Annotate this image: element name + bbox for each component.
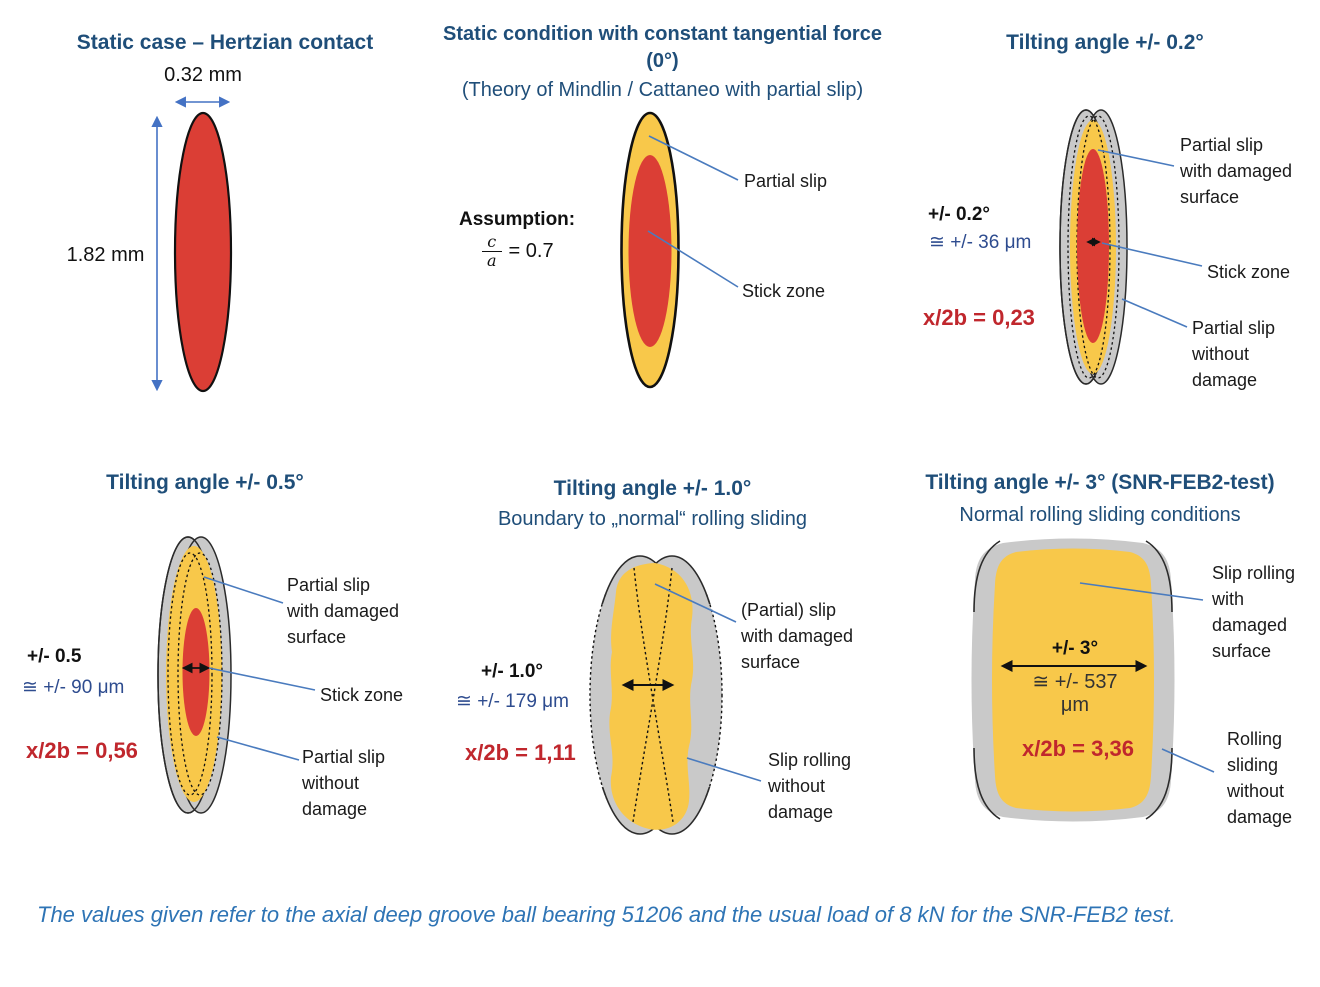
panel3-title: Tilting angle +/- 0.2° [1006,31,1204,54]
width-dimension-label: 0.32 mm [164,64,242,86]
hertzian-contact-graphic [151,96,233,393]
panel4-angle-label: +/- 0.5 [27,646,82,667]
panel1-title: Static case – Hertzian contact [76,31,374,54]
panel3-ratio-label: x/2b = 0,23 [923,305,1035,330]
fraction-denominator: a [482,250,502,270]
label-partial-slip-no-damage: Partial slip without damage [302,747,386,819]
panel6-title: Tilting angle +/- 3° (SNR-FEB2-test) [925,471,1275,494]
panel4-ratio-label: x/2b = 0,56 [26,738,138,763]
panel6-micron-label: ≅ +/- 537 [1032,671,1118,693]
stick-zone-ellipse [1077,149,1109,343]
panel2-title-line2: (0°) [646,50,679,72]
label-partial-slip-no-damage: Partial slip without damage [1192,318,1276,390]
panel4-title: Tilting angle +/- 0.5° [106,471,304,494]
panel6-subtitle: Normal rolling sliding conditions [959,504,1241,526]
tilt-30-graphic [971,538,1215,822]
stick-zone-ellipse [182,608,210,736]
panel5-micron-label: ≅ +/- 179 μm [456,691,569,712]
hertzian-ellipse [173,111,233,393]
tilt-02-graphic [1059,109,1203,385]
panel6-angle-label: +/- 3° [1051,638,1099,659]
slip-rolling-zone [992,548,1154,812]
label-slip-no-damage: Slip rolling without damage [768,750,852,822]
label-partial-slip: Partial slip [744,171,828,191]
fraction-value: = 0.7 [508,240,554,263]
panel2-subtitle: (Theory of Mindlin / Cattaneo with parti… [461,79,864,101]
assumption-label: Assumption: [459,209,576,230]
fraction-numerator: c [487,232,497,251]
label-slip-damaged: (Partial) slip with damaged surface [741,600,854,672]
leader-partial-slip [648,135,739,181]
panel6-ratio-label: x/2b = 3,36 [1022,736,1134,761]
label-slip-damaged: Slip rolling with damaged surface [1212,563,1296,661]
label-partial-slip-damaged: Partial slip with damaged surface [1180,135,1293,207]
panel5-ratio-label: x/2b = 1,11 [465,740,576,765]
panel3-micron-label: ≅ +/- 36 μm [929,232,1032,253]
panel5-subtitle: Boundary to „normal“ rolling sliding [497,508,808,530]
label-stick-zone: Stick zone [1207,262,1291,282]
height-dimension-label: 1.82 mm [66,244,145,266]
fraction: c a [482,232,502,270]
assumption-formula: c a = 0.7 [482,232,554,270]
label-stick-zone: Stick zone [320,685,404,705]
panel4-micron-label: ≅ +/- 90 μm [22,677,125,698]
panel5-angle-label: +/- 1.0° [481,661,543,682]
stick-zone-ellipse [628,155,672,347]
label-stick-zone: Stick zone [742,281,826,301]
label-partial-slip-damaged: Partial slip with damaged surface [287,575,400,647]
panel5-title: Tilting angle +/- 1.0° [553,477,752,500]
panel6-micron-unit: μm [1060,694,1090,716]
label-rolling-no-damage: Rolling sliding without damage [1227,729,1293,827]
leader-stick-zone [647,230,739,288]
slip-rolling-zone [609,563,694,830]
footer-note: The values given refer to the axial deep… [37,902,1176,927]
panel3-angle-label: +/- 0.2° [928,204,990,225]
panel2-title-line1: Static condition with constant tangentia… [443,23,882,45]
tilt-05-graphic [157,536,316,814]
tilt-10-graphic [589,555,762,835]
mindlin-cattaneo-graphic [620,111,739,389]
